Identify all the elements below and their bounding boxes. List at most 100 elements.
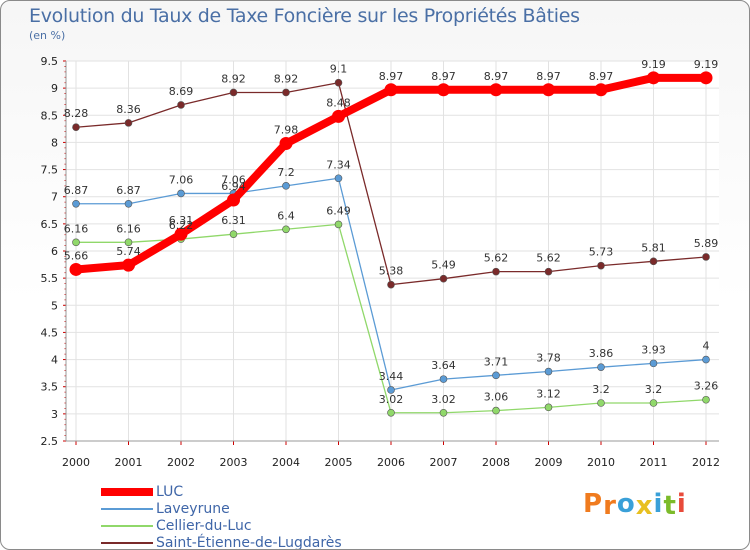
data-label: 6.16 (116, 222, 141, 235)
logo-letter: i (676, 489, 687, 519)
logo-letter: o (616, 489, 636, 519)
data-point (334, 174, 343, 183)
data-label: 6.31 (221, 214, 246, 227)
data-point (544, 367, 553, 376)
data-label: 8.97 (484, 70, 509, 83)
y-tick-label: 7.5 (41, 164, 59, 177)
data-label: 3.2 (645, 383, 663, 396)
data-label: 5.38 (379, 265, 404, 278)
data-point (649, 359, 658, 368)
data-point (492, 406, 500, 415)
x-tick-label: 2001 (115, 456, 143, 469)
data-point (702, 253, 710, 261)
data-point (124, 199, 133, 208)
data-point (229, 230, 238, 238)
data-label: 5.89 (694, 237, 719, 250)
data-label: 8.48 (326, 96, 351, 109)
data-point (544, 403, 553, 412)
data-label: 3.64 (431, 359, 456, 372)
data-point (279, 137, 293, 151)
x-tick-label: 2000 (62, 456, 90, 469)
legend-swatch (101, 488, 153, 496)
data-point (597, 261, 605, 270)
data-point (597, 399, 605, 407)
y-tick-label: 4 (51, 354, 58, 367)
data-label: 3.02 (431, 393, 456, 406)
data-point (702, 355, 710, 364)
data-label: 4 (703, 340, 710, 353)
data-label: 3.93 (641, 343, 666, 356)
data-label: 3.86 (589, 347, 614, 360)
data-point (489, 83, 503, 97)
x-tick-label: 2003 (220, 456, 248, 469)
data-point (542, 83, 555, 97)
logo-letter: i (653, 489, 664, 519)
data-point (177, 189, 185, 198)
logo-letter: r (603, 491, 617, 521)
data-label: 9.19 (641, 58, 666, 71)
y-tick-label: 5 (51, 299, 58, 312)
y-tick-label: 9.5 (41, 55, 59, 68)
data-label: 7.34 (326, 158, 351, 171)
data-label: 8.36 (116, 103, 141, 116)
data-label: 3.06 (484, 391, 509, 404)
y-tick-label: 5.5 (41, 272, 59, 285)
x-tick-label: 2012 (692, 456, 720, 469)
data-label: 6.4 (277, 209, 295, 222)
y-tick-label: 2.5 (41, 435, 59, 448)
data-label: 6.87 (64, 184, 89, 197)
x-tick-label: 2006 (377, 456, 405, 469)
data-point (492, 371, 500, 380)
data-point (177, 101, 185, 109)
y-tick-label: 6 (51, 245, 58, 258)
data-point (282, 88, 290, 97)
x-tick-label: 2010 (587, 456, 615, 469)
data-label: 5.62 (536, 252, 561, 265)
x-tick-label: 2004 (272, 456, 300, 469)
data-label: 7.98 (274, 124, 299, 137)
data-label: 6.49 (326, 204, 351, 217)
data-label: 3.26 (694, 380, 719, 393)
data-label: 6.87 (116, 184, 141, 197)
y-tick-label: 9 (51, 82, 58, 95)
data-point (492, 267, 500, 276)
data-label: 6.31 (169, 214, 194, 227)
x-tick-label: 2005 (325, 456, 353, 469)
legend-swatch (101, 542, 153, 544)
data-label: 8.92 (274, 72, 299, 85)
data-label: 3.71 (484, 355, 509, 368)
data-label: 3.78 (536, 352, 561, 365)
data-label: 5.73 (589, 246, 614, 259)
data-point (72, 238, 80, 247)
legend-label: Saint-Étienne-de-Lugdarès (156, 535, 342, 550)
data-label: 7.06 (169, 173, 194, 186)
y-tick-label: 3.5 (41, 381, 59, 394)
legend-swatch (101, 508, 153, 510)
data-point (387, 408, 395, 417)
data-label: 6.16 (64, 222, 89, 235)
y-tick-label: 8 (51, 136, 58, 149)
x-tick-label: 2008 (482, 456, 510, 469)
data-point (699, 71, 713, 85)
logo-letter: P (583, 489, 604, 519)
data-label: 9.1 (330, 63, 348, 76)
data-label: 5.74 (116, 245, 141, 258)
x-tick-label: 2009 (535, 456, 563, 469)
data-point (387, 280, 395, 289)
data-point (124, 119, 133, 127)
data-point (332, 109, 345, 123)
data-label: 7.2 (277, 166, 295, 179)
data-point (544, 267, 553, 276)
y-tick-label: 3 (51, 408, 58, 421)
logo-letter: t (663, 491, 677, 521)
data-point (439, 408, 448, 417)
data-label: 8.28 (64, 107, 89, 120)
data-point (439, 375, 448, 383)
data-point (387, 386, 395, 394)
x-tick-label: 2007 (430, 456, 458, 469)
data-point (702, 395, 710, 404)
legend-label: Cellier-du-Luc (156, 518, 252, 534)
x-tick-label: 2011 (640, 456, 668, 469)
